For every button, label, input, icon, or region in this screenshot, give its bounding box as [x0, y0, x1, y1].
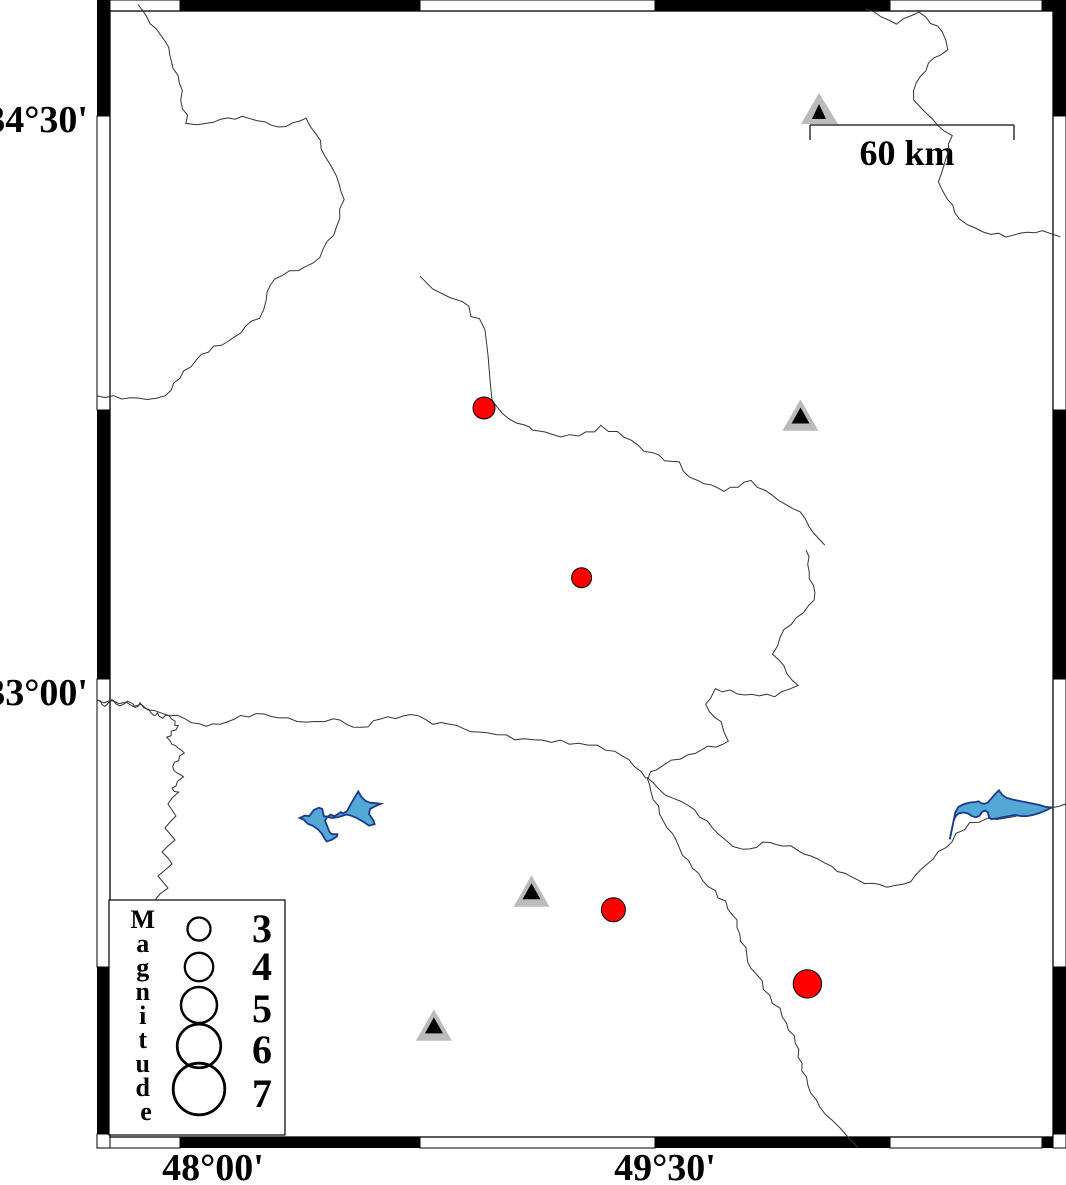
- svg-text:34°30': 34°30': [0, 99, 88, 141]
- svg-text:49°30': 49°30': [614, 1147, 716, 1185]
- svg-text:6: 6: [252, 1027, 272, 1072]
- svg-text:4: 4: [252, 944, 272, 989]
- svg-text:5: 5: [252, 986, 272, 1031]
- svg-text:60 km: 60 km: [859, 133, 954, 173]
- svg-text:33°00': 33°00': [0, 672, 88, 714]
- svg-text:48°00': 48°00': [162, 1147, 264, 1185]
- svg-text:7: 7: [252, 1071, 272, 1116]
